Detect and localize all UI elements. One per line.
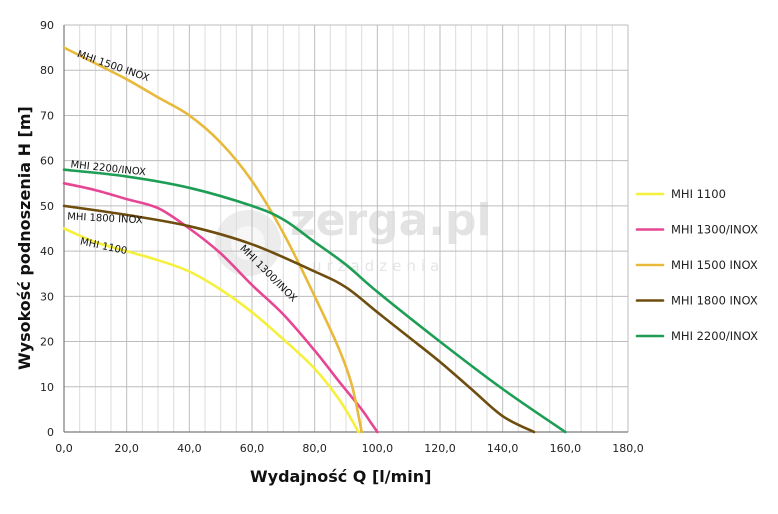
legend-label-mhi-1800-inox: MHI 1800 INOX bbox=[671, 294, 758, 308]
y-tick-label: 20 bbox=[40, 336, 54, 349]
y-tick-label: 80 bbox=[40, 64, 54, 77]
legend: MHI 1100 MHI 1300/INOX MHI 1500 INOX MHI 18… bbox=[635, 187, 758, 343]
series-line-mhi-1500-inox bbox=[62, 46, 363, 434]
x-tick-label: 120,0 bbox=[424, 442, 456, 455]
x-tick-label: 140,0 bbox=[487, 442, 519, 455]
x-axis-title: Wydajność Q [l/min] bbox=[250, 467, 431, 486]
x-tick-label: 60,0 bbox=[240, 442, 265, 455]
x-tick-label: 40,0 bbox=[177, 442, 202, 455]
series-lines bbox=[62, 46, 567, 434]
y-axis-title: Wysokość podnoszenia H [m] bbox=[15, 106, 34, 370]
x-tick-label: 160,0 bbox=[550, 442, 582, 455]
series-line-mhi-1100 bbox=[62, 227, 360, 434]
x-tick-label: 180,0 bbox=[612, 442, 644, 455]
x-tick-label: 0,0 bbox=[55, 442, 73, 455]
series-line-mhi-2200-inox bbox=[62, 168, 567, 434]
y-tick-label: 50 bbox=[40, 200, 54, 213]
y-tick-label: 60 bbox=[40, 155, 54, 168]
y-tick-label: 0 bbox=[47, 426, 54, 439]
tick-labels: 0,0 20,0 40,0 60,0 80,0 100,0 120,0 140,0 160,0 1… bbox=[40, 19, 644, 455]
series-line-mhi-1300-inox bbox=[62, 182, 379, 434]
x-tick-label: 100,0 bbox=[362, 442, 394, 455]
y-tick-label: 90 bbox=[40, 19, 54, 32]
series-line-mhi-1800-inox bbox=[62, 204, 536, 434]
y-tick-label: 30 bbox=[40, 290, 54, 303]
legend-label-mhi-1100: MHI 1100 bbox=[671, 187, 726, 201]
watermark-main-text: zerga.pl bbox=[290, 195, 492, 246]
y-tick-label: 40 bbox=[40, 245, 54, 258]
y-tick-label: 10 bbox=[40, 381, 54, 394]
curve-label-mhi-1800-inox: MHI 1800 INOX bbox=[67, 211, 143, 226]
legend-label-mhi-2200-inox: MHI 2200/INOX bbox=[671, 329, 758, 343]
legend-label-mhi-1300-inox: MHI 1300/INOX bbox=[671, 223, 758, 237]
x-tick-label: 80,0 bbox=[302, 442, 327, 455]
legend-label-mhi-1500-inox: MHI 1500 INOX bbox=[671, 258, 758, 272]
x-tick-label: 20,0 bbox=[114, 442, 139, 455]
y-tick-label: 70 bbox=[40, 109, 54, 122]
